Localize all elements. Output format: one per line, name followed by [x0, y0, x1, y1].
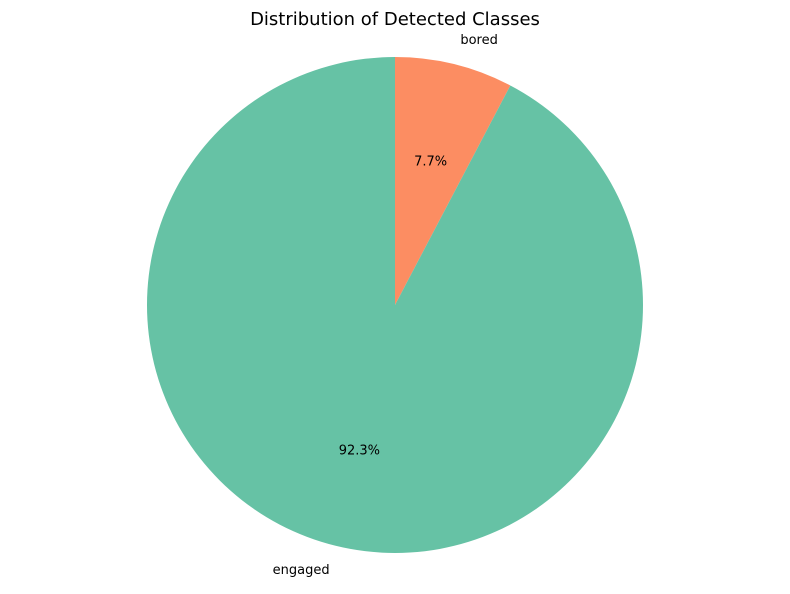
pie-labels: bored 7.7% engaged 92.3% — [273, 33, 498, 578]
pie-slices — [146, 57, 643, 553]
slice-label-engaged: engaged — [273, 563, 330, 578]
pie-slice-engaged — [146, 57, 643, 553]
slice-pct-engaged: 92.3% — [339, 443, 380, 458]
slice-label-bored: bored — [460, 33, 498, 48]
slice-pct-bored: 7.7% — [414, 155, 447, 170]
pie-slice-bored — [395, 57, 511, 305]
chart-title: Distribution of Detected Classes — [250, 9, 540, 30]
